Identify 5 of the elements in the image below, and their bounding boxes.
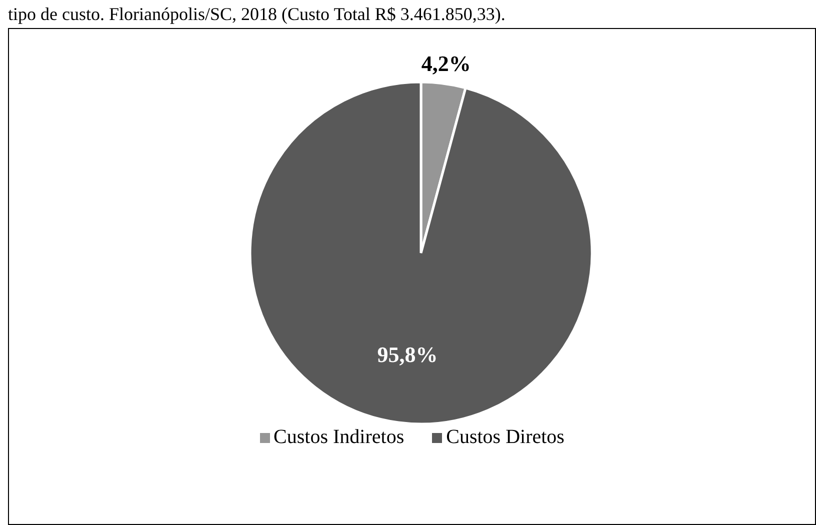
data-label: 4,2% <box>421 51 471 76</box>
chart-title: tipo de custo. Florianópolis/SC, 2018 (Custo Total R$ 3.461.850,33). <box>8 4 506 25</box>
legend-label: Custos Diretos <box>445 426 564 449</box>
legend-label: Custos Indiretos <box>272 426 404 449</box>
data-label: 95,8% <box>377 342 438 368</box>
